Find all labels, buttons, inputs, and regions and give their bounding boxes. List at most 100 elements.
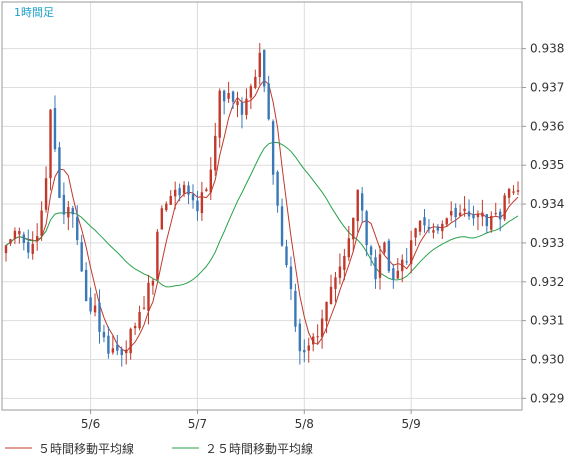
candle-up [40,210,43,236]
candle-up [320,318,324,337]
candle-down [240,102,244,115]
candle-up [31,243,34,254]
candle-up [200,192,204,214]
y-tick-label: 0.932 [530,275,564,289]
candle-up [414,228,417,238]
candle-up [494,213,497,215]
x-tick-label: 5/8 [295,417,314,431]
candle-down [191,194,195,201]
candle-down [303,349,306,353]
candle-down [271,121,275,175]
ma-line-5 [5,79,519,353]
candle-down [365,211,368,246]
candle-down [58,147,61,198]
candle-down [427,226,431,230]
candle-up [450,211,453,216]
candle-down [369,246,373,255]
candle-up [401,259,404,272]
candle-up [343,256,346,270]
candle-up [214,135,217,171]
candle-down [231,91,235,102]
candle-up [334,277,337,289]
x-tick-label: 5/6 [81,417,100,431]
candle-layer [4,43,520,367]
candle-up [35,236,39,241]
candle-up [316,336,319,338]
candle-down [89,297,92,312]
candle-down [436,226,440,231]
candle-up [173,189,177,197]
y-tick-label: 0.935 [530,158,564,172]
candle-up [125,349,128,354]
candle-down [107,335,110,354]
candle-up [507,188,511,198]
candle-up [445,218,448,225]
candle-down [472,213,475,219]
candle-up [18,231,21,235]
chart-title: 1時間足 [14,6,54,19]
y-tick-label: 0.936 [530,119,564,133]
candle-down [71,208,74,215]
candle-down [387,240,391,272]
candle-up [249,86,253,98]
candle-down [360,193,364,211]
candle-down [222,90,226,102]
candle-down [80,242,83,272]
candle-up [338,266,342,278]
candle-down [285,246,288,266]
candle-down [62,194,66,215]
candle-down [178,188,181,196]
candle-up [245,98,248,115]
candle-down [392,268,395,280]
candle-up [432,230,435,233]
candle-up [418,220,422,232]
candle-up [160,208,164,230]
plot-frame [1,1,523,411]
candle-up [209,169,212,193]
candle-up [312,336,315,345]
candle-up [512,191,515,193]
candle-down [267,83,270,120]
candle-up [236,101,239,106]
candle-up [133,326,137,329]
legend-ma25-label: ２５時間移動平均線 [205,441,313,456]
legend-ma5-label: ５時間移動平均線 [38,441,134,456]
candle-up [44,178,48,210]
candle-up [441,223,444,232]
candle-up [458,212,462,216]
y-tick-label: 0.934 [530,197,564,211]
candle-up [156,231,159,280]
candle-up [329,286,333,305]
y-tick-label: 0.931 [530,314,564,328]
candle-down [27,242,30,253]
candle-up [67,207,70,218]
candle-up [463,208,466,212]
candle-up [396,270,399,279]
candle-up [93,305,97,313]
y-tick-label: 0.930 [530,352,564,366]
candle-down [405,261,408,263]
candle-down [120,349,123,356]
moving-average-layer [5,79,519,353]
candle-down [289,266,293,290]
candle-down [84,269,88,302]
candle-down [298,323,302,352]
candle-down [196,200,199,212]
y-tick-label: 0.933 [530,236,564,250]
candle-up [182,184,186,194]
candle-up [227,93,230,99]
candle-up [49,109,52,179]
candle-down [98,302,101,332]
candle-up [165,203,168,211]
candle-up [218,90,221,138]
legend: ５時間移動平均線 ２５時間移動平均線 [5,441,313,456]
candle-up [258,52,261,78]
candle-up [356,189,359,222]
candle-up [378,254,382,278]
candle-up [9,239,12,244]
candle-up [129,328,132,354]
candle-down [276,171,279,206]
candle-up [205,189,208,192]
candle-up [254,76,257,88]
candle-up [4,245,8,254]
